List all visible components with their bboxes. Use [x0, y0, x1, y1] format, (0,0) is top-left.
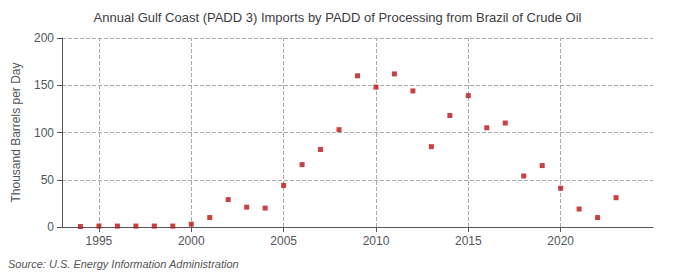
svg-text:Thousand Barrels per Day: Thousand Barrels per Day [9, 62, 23, 202]
svg-text:2020: 2020 [547, 234, 574, 248]
svg-text:1995: 1995 [86, 234, 113, 248]
svg-text:0: 0 [47, 220, 54, 234]
svg-text:200: 200 [34, 31, 54, 45]
svg-text:2010: 2010 [363, 234, 390, 248]
svg-text:Source: U.S. Energy Informatio: Source: U.S. Energy Information Administ… [8, 258, 239, 270]
svg-text:Annual Gulf Coast (PADD 3) Imp: Annual Gulf Coast (PADD 3) Imports by PA… [94, 10, 582, 25]
svg-text:2000: 2000 [178, 234, 205, 248]
svg-text:50: 50 [41, 173, 55, 187]
svg-text:150: 150 [34, 78, 54, 92]
svg-text:100: 100 [34, 126, 54, 140]
svg-text:2005: 2005 [270, 234, 297, 248]
svg-text:2015: 2015 [455, 234, 482, 248]
